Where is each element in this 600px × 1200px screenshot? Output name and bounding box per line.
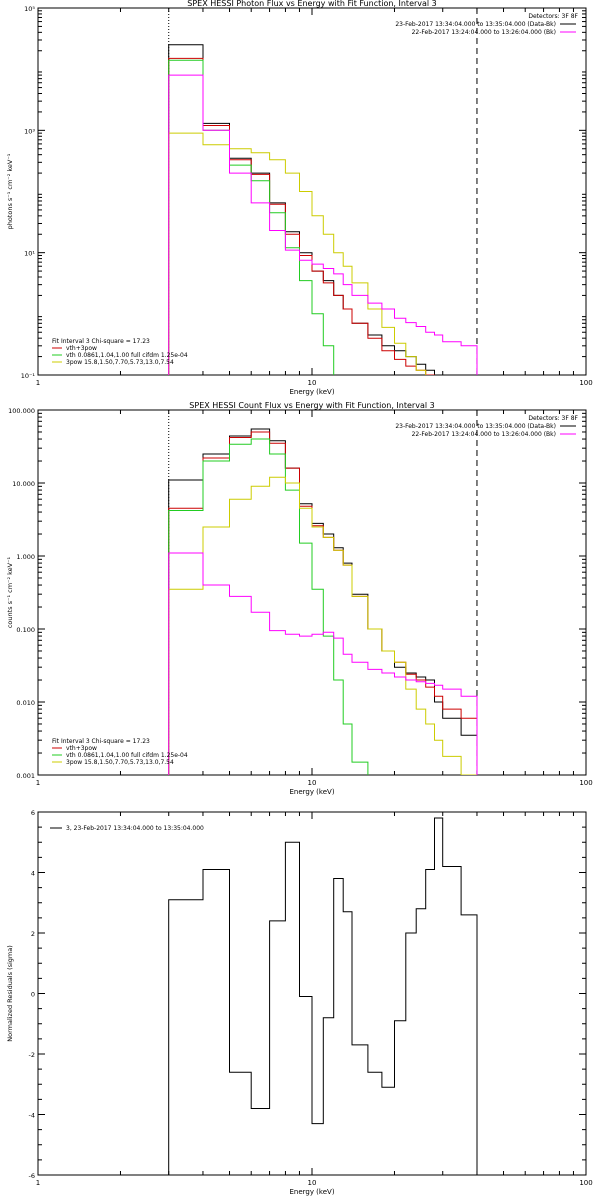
x-axis-label: Energy (keV) [289, 1188, 334, 1196]
y-tick-label: 4 [31, 870, 35, 878]
legend-bottom-entry: vth+3pow [66, 745, 97, 752]
y-tick-label: 10⁻¹ [21, 372, 36, 380]
y-axis-label: photons s⁻¹ cm⁻² keV⁻¹ [6, 153, 14, 229]
y-tick-label: 6 [31, 809, 35, 817]
legend-bottom-entry: 3pow 15.8,1.50,7.70,5.73,13.0,7.54 [66, 759, 174, 766]
legend-bottom-entry: vth+3pow [66, 345, 97, 352]
chart-title: SPEX HESSI Count Flux vs Energy with Fit… [189, 401, 434, 410]
x-tick-label: 10 [308, 779, 317, 787]
series-group [168, 410, 478, 775]
series-group [168, 8, 478, 375]
series-line-data [168, 428, 478, 775]
legend-detectors: Detectors: 3F 8F [528, 13, 578, 20]
legend-top-entry: 22-Feb-2017 13:24:04.000 to 13:26:04.000… [412, 29, 556, 36]
x-tick-label: 1 [36, 379, 40, 387]
x-tick-label: 1 [36, 779, 40, 787]
x-tick-label: 100 [579, 779, 592, 787]
y-tick-label: 10¹ [24, 250, 35, 258]
legend-bottom-entry: 3pow 15.8,1.50,7.70,5.73,13.0,7.54 [66, 359, 174, 366]
series-line-vth [168, 438, 369, 775]
legend-detectors: Detectors: 3F 8F [528, 415, 578, 422]
legend-top-entry: 23-Feb-2017 13:34:04.000 to 13:35:04.000… [395, 423, 556, 430]
legend-top-entry: 3, 23-Feb-2017 13:34:04.000 to 13:35:04.… [66, 825, 204, 832]
y-tick-label: 0 [31, 991, 35, 999]
series-line-bk [168, 552, 478, 775]
y-tick-label: 2 [31, 930, 35, 938]
legend-top-entry: 23-Feb-2017 13:34:04.000 to 13:35:04.000… [395, 21, 556, 28]
legend-bottom-entry: vth 0.0861,1.04,1.00 full cifdm 1.25e-04 [66, 752, 188, 759]
series-line-bpow [168, 132, 427, 375]
x-tick-label: 10 [308, 379, 317, 387]
chart-panel-2: SPEX HESSI Count Flux vs Energy with Fit… [6, 401, 593, 796]
series-line-bpow [168, 476, 478, 775]
y-tick-label: 10.000 [12, 480, 35, 488]
series-line-total [168, 431, 478, 775]
x-axis-label: Energy (keV) [289, 788, 334, 796]
y-tick-label: 0.001 [16, 772, 35, 780]
series-group [168, 817, 478, 1175]
y-axis-label: counts s⁻¹ cm⁻² keV⁻¹ [6, 556, 14, 628]
series-line-data [168, 44, 435, 375]
legend-top-entry: 22-Feb-2017 13:24:04.000 to 13:26:04.000… [412, 431, 556, 438]
y-tick-label: 0.100 [16, 626, 35, 634]
y-tick-label: -4 [29, 1112, 35, 1120]
y-tick-label: 0.010 [16, 699, 35, 707]
y-tick-label: 10⁵ [24, 5, 35, 13]
y-tick-label: 100.000 [8, 407, 35, 415]
x-axis-label: Energy (keV) [289, 388, 334, 396]
legend-fit-header: Fit Interval 3 Chi-square = 17.23 [52, 338, 150, 345]
y-tick-label: -6 [29, 1172, 35, 1180]
chart-title: SPEX HESSI Photon Flux vs Energy with Fi… [187, 0, 437, 8]
x-tick-label: 1 [36, 1179, 40, 1187]
y-axis-label: Normalized Residuals (sigma) [6, 945, 14, 1042]
series-line-total [168, 57, 435, 375]
series-line-vth [168, 59, 335, 375]
plot-frame [37, 409, 587, 776]
series-line-data [168, 817, 478, 1175]
x-tick-label: 100 [579, 379, 592, 387]
legend-bottom-entry: vth 0.0861,1.04,1.00 full cifdm 1.25e-04 [66, 352, 188, 359]
y-tick-label: 10³ [24, 127, 35, 135]
y-tick-label: -2 [29, 1051, 35, 1059]
chart-panel-3: 1 10 100 Energy (keV) -6 -4 -2 0 2 4 6 Normalized R… [6, 809, 593, 1196]
y-tick-label: 1.000 [16, 553, 35, 561]
chart-panel-1: SPEX HESSI Photon Flux vs Energy with Fi… [6, 0, 593, 396]
x-tick-label: 100 [579, 1179, 592, 1187]
x-tick-label: 10 [308, 1179, 317, 1187]
legend-fit-header: Fit Interval 3 Chi-square = 17.23 [52, 738, 150, 745]
series-line-bk [168, 74, 478, 375]
